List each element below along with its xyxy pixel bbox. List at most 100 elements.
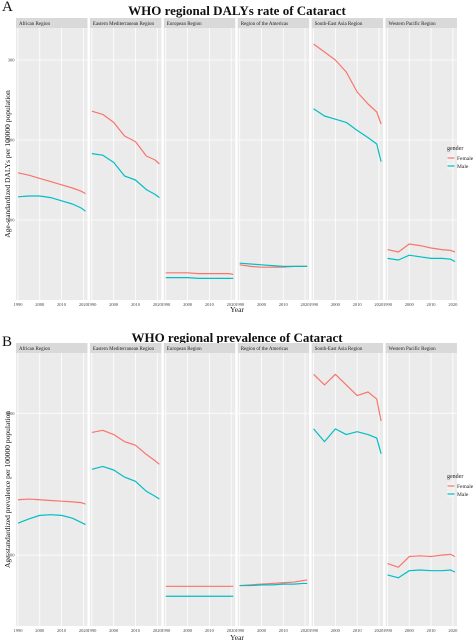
- x-tick-label: 2000: [331, 302, 341, 307]
- x-axis-label: Year: [230, 305, 244, 314]
- x-tick-label: 2010: [279, 302, 289, 307]
- series-line-female: [239, 579, 308, 587]
- x-tick-label: 2020: [153, 628, 163, 633]
- y-tick-label: 200: [8, 138, 16, 143]
- x-tick-label: 2000: [35, 302, 45, 307]
- x-tick-label: 1990: [309, 628, 319, 633]
- facet-background: [89, 353, 162, 626]
- legend-label-female: Female: [457, 156, 474, 162]
- chart-title: WHO regional prevalence of Cataract: [131, 330, 343, 345]
- series-line-female: [387, 243, 456, 253]
- facet-strip: [163, 343, 236, 353]
- x-tick-label: 2020: [301, 302, 311, 307]
- x-tick-label: 2020: [374, 628, 384, 633]
- x-tick-label: 2020: [227, 302, 237, 307]
- facet-background: [163, 353, 236, 626]
- x-tick-label: 1990: [14, 302, 24, 307]
- legend-label-male: Male: [457, 492, 469, 498]
- legend: gender Female Male: [447, 146, 474, 170]
- facet-background: [311, 28, 384, 300]
- facet-background: [237, 353, 310, 626]
- series-line-male: [17, 195, 86, 212]
- x-tick-label: 2000: [257, 628, 267, 633]
- x-tick-label: 1990: [161, 628, 171, 633]
- facet-background: [89, 28, 162, 300]
- facet-south-east-asia-region: South-East Asia Region 1990 2000 2010 2020: [309, 343, 384, 633]
- y-tick-label: 1000: [6, 553, 16, 558]
- facet-strip: [16, 18, 88, 28]
- x-tick-label: 2020: [448, 302, 458, 307]
- series-line-male: [239, 582, 308, 587]
- series-line-female: [313, 373, 382, 422]
- legend-label-female: Female: [457, 484, 474, 490]
- x-tick-label: 1990: [87, 302, 97, 307]
- x-tick-label: 2010: [427, 628, 437, 633]
- series-line-female: [17, 172, 86, 195]
- x-tick-label: 1990: [87, 628, 97, 633]
- facet-background: [163, 28, 236, 300]
- x-axis-label: Year: [230, 633, 244, 642]
- x-tick-label: 1990: [235, 302, 245, 307]
- series-line-female: [387, 553, 456, 568]
- facet-strip-label: Western Pacific Region: [389, 22, 437, 27]
- x-tick-label: 2000: [183, 628, 193, 633]
- facet-strip-label: African Region: [19, 22, 50, 27]
- facet-strip-label: Eastern Mediterranean Region: [93, 347, 155, 352]
- y-tick-label: 100: [8, 218, 16, 223]
- series-line-male: [387, 254, 456, 263]
- x-tick-label: 2000: [405, 628, 415, 633]
- x-tick-label: 1990: [383, 302, 393, 307]
- x-tick-label: 2020: [227, 628, 237, 633]
- facet-strip-label: Western Pacific Region: [389, 347, 437, 352]
- x-tick-label: 2010: [353, 628, 363, 633]
- facet-strip-label: Eastern Mediterranean Region: [93, 22, 155, 27]
- facet-strip-label: European Region: [167, 347, 202, 352]
- series-line-male: [387, 569, 456, 579]
- x-tick-label: 2020: [153, 302, 163, 307]
- facet-strip: [89, 343, 162, 353]
- facet-western-pacific-region: Western Pacific Region 1990 2000 2010 2020: [383, 343, 458, 633]
- panel-letter: A: [2, 0, 13, 15]
- series-line-male: [239, 262, 308, 267]
- legend-label-male: Male: [457, 164, 469, 170]
- facet-region-of-the-americas: Region of the Americas 1990 2000 2010 2020: [235, 343, 310, 633]
- facet-strip: [16, 343, 88, 353]
- x-tick-label: 2020: [448, 628, 458, 633]
- facet-region-of-the-americas: Region of the Americas 1990 2000 2010 2020: [235, 18, 310, 307]
- facet-european-region: European Region 1990 2000 2010 2020: [161, 343, 236, 633]
- x-tick-label: 1990: [309, 302, 319, 307]
- facet-background: [385, 28, 457, 300]
- chart-panel-a: A WHO regional DALYs rate of Cataract Afri…: [2, 0, 474, 314]
- x-tick-label: 2010: [57, 302, 67, 307]
- x-tick-label: 1990: [14, 628, 24, 633]
- x-tick-label: 2000: [109, 628, 119, 633]
- x-tick-label: 2010: [205, 302, 215, 307]
- legend-title: gender: [447, 474, 463, 480]
- facet-strip: [311, 343, 384, 353]
- x-tick-label: 1990: [235, 628, 245, 633]
- facet-european-region: European Region 1990 2000 2010 2020: [161, 18, 236, 307]
- series-line-male: [165, 277, 234, 279]
- facet-eastern-mediterranean-region: Eastern Mediterranean Region 1990 2000 2010…: [87, 343, 162, 633]
- series-line-female: [91, 429, 160, 465]
- series-line-female: [17, 498, 86, 505]
- y-axis-label: Age-standardized prevalence per 100000 p…: [3, 411, 12, 568]
- x-tick-label: 2000: [183, 302, 193, 307]
- y-axis-label: Age-standardized DALYs per 100000 popula…: [3, 90, 12, 238]
- x-tick-label: 2020: [301, 628, 311, 633]
- series-line-female: [313, 43, 382, 125]
- facet-strip: [237, 343, 310, 353]
- y-tick-label: 3000: [6, 411, 16, 416]
- x-tick-label: 2010: [205, 628, 215, 633]
- x-tick-label: 2000: [257, 302, 267, 307]
- chart-title: WHO regional DALYs rate of Cataract: [128, 3, 346, 18]
- x-tick-label: 2000: [109, 302, 119, 307]
- x-tick-label: 2010: [57, 628, 67, 633]
- facet-south-east-asia-region: South-East Asia Region 1990 2000 2010 2020: [309, 18, 384, 307]
- facet-strip: [385, 343, 457, 353]
- x-tick-label: 2010: [131, 628, 141, 633]
- series-line-female: [165, 272, 234, 275]
- facet-strip: [311, 18, 384, 28]
- facet-african-region: African Region 1990 2000 2010 2020 100 200 300: [8, 18, 89, 307]
